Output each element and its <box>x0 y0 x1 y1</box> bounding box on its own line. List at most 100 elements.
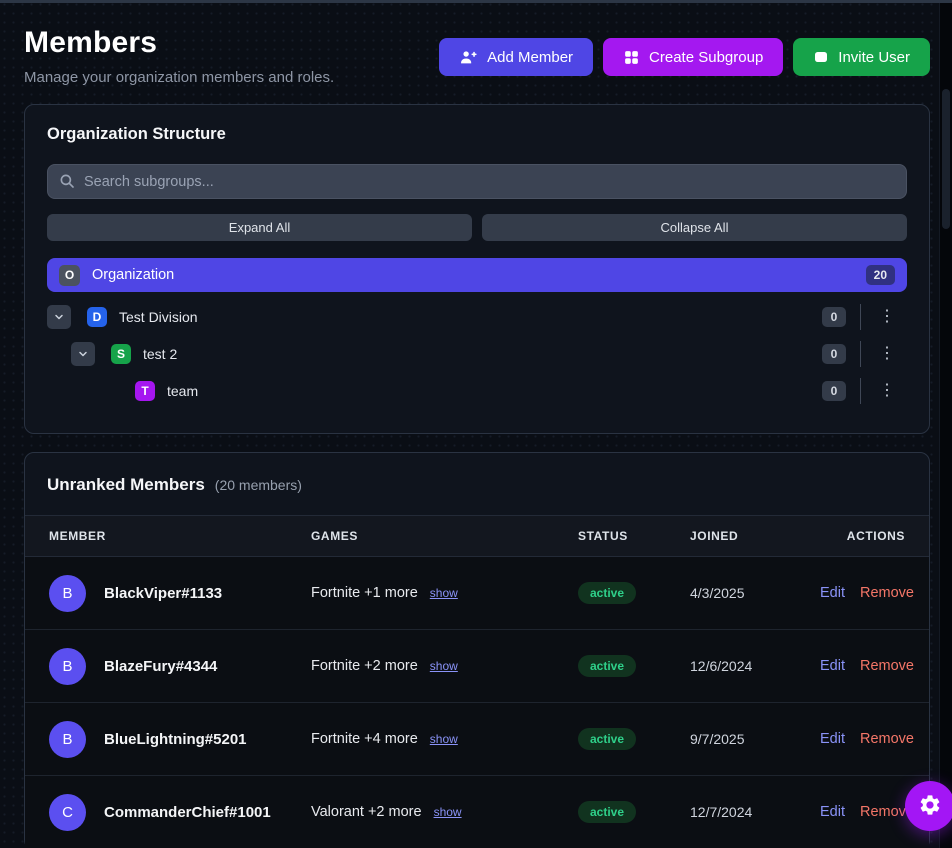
members-card-header: Unranked Members (20 members) <box>25 453 929 515</box>
tree-node[interactable]: S test 2 0 ⋮ <box>71 337 907 370</box>
joined-date: 4/3/2025 <box>690 585 820 601</box>
create-subgroup-label: Create Subgroup <box>649 49 763 66</box>
remove-link[interactable]: Remove <box>860 731 914 747</box>
add-member-button[interactable]: Add Member <box>439 38 593 76</box>
status-cell: active <box>578 655 690 677</box>
add-member-label: Add Member <box>487 49 573 66</box>
column-joined: JOINED <box>690 529 820 543</box>
page: Members Manage your organization members… <box>0 0 952 848</box>
page-subtitle: Manage your organization members and rol… <box>24 69 334 86</box>
joined-date: 12/7/2024 <box>690 804 820 820</box>
settings-fab-button[interactable] <box>905 781 952 831</box>
games-label: Fortnite +1 more <box>311 585 418 601</box>
grid-icon <box>623 49 640 66</box>
member-name: BlazeFury#4344 <box>104 658 217 675</box>
show-games-link[interactable]: show <box>430 659 458 673</box>
joined-date: 12/6/2024 <box>690 658 820 674</box>
status-cell: active <box>578 582 690 604</box>
member-name: BlueLightning#5201 <box>104 731 247 748</box>
status-badge: active <box>578 582 636 604</box>
status-badge: active <box>578 655 636 677</box>
create-subgroup-button[interactable]: Create Subgroup <box>603 38 783 76</box>
invite-user-button[interactable]: Invite User <box>793 38 930 76</box>
node-count-badge: 0 <box>822 344 846 364</box>
tree-node-label: Test Division <box>119 309 198 325</box>
status-badge: active <box>578 728 636 750</box>
games-cell: Valorant +2 moreshow <box>311 804 578 820</box>
table-row: C CommanderChief#1001 Valorant +2 moresh… <box>25 776 929 848</box>
scrollbar-thumb[interactable] <box>942 89 950 229</box>
node-initial-badge: D <box>87 307 107 327</box>
expand-collapse-row: Expand All Collapse All <box>47 214 907 241</box>
gear-icon <box>918 793 942 820</box>
chevron-down-icon[interactable] <box>71 342 95 366</box>
joined-date: 9/7/2025 <box>690 731 820 747</box>
tree-node[interactable]: T team 0 ⋮ <box>95 374 907 407</box>
member-cell: B BlazeFury#4344 <box>49 648 311 685</box>
tree-node[interactable]: D Test Division 0 ⋮ <box>47 300 907 333</box>
games-label: Fortnite +4 more <box>311 731 418 747</box>
remove-link[interactable]: Remove <box>860 585 914 601</box>
kebab-menu-icon[interactable]: ⋮ <box>875 344 899 364</box>
status-cell: active <box>578 728 690 750</box>
show-games-link[interactable]: show <box>434 805 462 819</box>
avatar: B <box>49 575 86 612</box>
page-title: Members <box>24 26 334 60</box>
expand-all-button[interactable]: Expand All <box>47 214 472 241</box>
member-cell: C CommanderChief#1001 <box>49 794 311 831</box>
scrollbar[interactable] <box>939 3 952 848</box>
top-border <box>0 0 952 3</box>
table-row: B BlackViper#1133 Fortnite +1 more show a… <box>25 557 929 630</box>
page-header: Members Manage your organization members… <box>24 26 930 86</box>
actions-cell: EditRemove <box>820 804 914 820</box>
node-initial-badge: T <box>135 381 155 401</box>
subgroup-search <box>47 164 907 199</box>
show-games-link[interactable]: show <box>430 586 458 600</box>
member-cell: B BlueLightning#5201 <box>49 721 311 758</box>
members-card: Unranked Members (20 members) MEMBER GAM… <box>24 452 930 848</box>
org-initial-badge: O <box>59 265 80 286</box>
members-count: (20 members) <box>215 477 302 493</box>
avatar: B <box>49 721 86 758</box>
org-structure-card: Organization Structure Expand All Collap… <box>24 104 930 434</box>
node-count-badge: 0 <box>822 381 846 401</box>
org-tree: O Organization 20 D Test Division 0 ⋮ S … <box>47 258 907 407</box>
column-actions: ACTIONS <box>820 529 905 543</box>
divider <box>860 304 861 330</box>
edit-link[interactable]: Edit <box>820 731 845 747</box>
remove-link[interactable]: Remove <box>860 658 914 674</box>
member-cell: B BlackViper#1133 <box>49 575 311 612</box>
tree-children: D Test Division 0 ⋮ S test 2 0 ⋮ T team … <box>47 300 907 407</box>
search-icon <box>58 172 76 195</box>
edit-link[interactable]: Edit <box>820 804 845 820</box>
status-badge: active <box>578 801 636 823</box>
person-add-icon <box>459 48 478 67</box>
actions-cell: Edit Remove <box>820 658 914 674</box>
avatar: C <box>49 794 86 831</box>
table-header: MEMBER GAMES STATUS JOINED ACTIONS <box>25 515 929 557</box>
org-root-label: Organization <box>92 267 174 283</box>
member-name: CommanderChief#1001 <box>104 804 271 821</box>
org-root-row[interactable]: O Organization 20 <box>47 258 907 292</box>
tree-node-label: test 2 <box>143 346 177 362</box>
search-input[interactable] <box>47 164 907 199</box>
kebab-menu-icon[interactable]: ⋮ <box>875 381 899 401</box>
divider <box>860 378 861 404</box>
node-count-badge: 0 <box>822 307 846 327</box>
chevron-down-icon[interactable] <box>47 305 71 329</box>
avatar: B <box>49 648 86 685</box>
toolbar: Add Member Create Subgroup <box>439 38 930 76</box>
org-count-badge: 20 <box>866 265 895 285</box>
collapse-all-button[interactable]: Collapse All <box>482 214 907 241</box>
kebab-menu-icon[interactable]: ⋮ <box>875 307 899 327</box>
show-games-link[interactable]: show <box>430 732 458 746</box>
games-label: Fortnite +2 more <box>311 658 418 674</box>
invite-user-label: Invite User <box>838 49 910 66</box>
org-structure-title: Organization Structure <box>47 125 907 144</box>
actions-cell: Edit Remove <box>820 585 914 601</box>
members-title: Unranked Members <box>47 475 205 495</box>
actions-cell: Edit Remove <box>820 731 914 747</box>
edit-link[interactable]: Edit <box>820 658 845 674</box>
column-status: STATUS <box>578 529 690 543</box>
edit-link[interactable]: Edit <box>820 585 845 601</box>
